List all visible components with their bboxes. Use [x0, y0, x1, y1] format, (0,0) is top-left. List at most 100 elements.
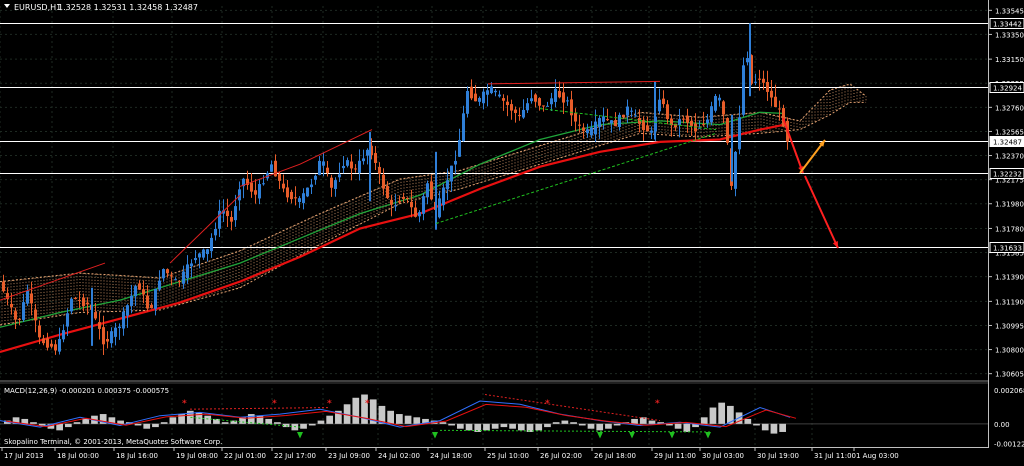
candle-body — [562, 92, 565, 103]
candle-body — [438, 198, 441, 218]
candle-body — [146, 295, 149, 309]
candle-body — [238, 189, 241, 201]
macd-histogram-bar — [99, 414, 107, 424]
candle-body — [346, 160, 349, 166]
macd-histogram-bar — [700, 417, 708, 424]
candle-body — [198, 253, 201, 258]
level-tag-label: 1.32232 — [993, 171, 1022, 179]
macd-histogram-bar — [718, 402, 726, 424]
candle-body — [542, 105, 545, 107]
candle-body — [22, 302, 25, 320]
macd-histogram-bar — [160, 422, 168, 424]
candle-body — [38, 325, 41, 338]
candle-body — [262, 183, 265, 185]
candle-body — [758, 78, 761, 80]
candle-body — [674, 123, 677, 128]
macd-histogram-bar — [73, 422, 81, 424]
candle-body — [74, 298, 77, 300]
candle-body — [578, 124, 581, 126]
macd-histogram-bar — [326, 415, 334, 424]
candle-body — [138, 283, 141, 290]
macd-tick-label: 0.00 — [994, 421, 1010, 429]
macd-histogram-bar — [448, 423, 455, 426]
macd-histogram-bar — [64, 423, 72, 428]
candle-body — [686, 115, 689, 123]
candle-body — [282, 183, 285, 189]
macd-histogram-bar — [596, 423, 604, 431]
trendline — [487, 80, 661, 85]
candle-body — [454, 160, 457, 165]
candle-body — [250, 182, 253, 192]
candle-body — [106, 339, 109, 342]
macd-divergence-line — [439, 429, 711, 433]
macd-histogram-bar — [317, 420, 325, 424]
candle-body — [158, 280, 161, 290]
candle-body — [606, 119, 609, 121]
candle-body — [118, 326, 121, 329]
candle-body — [558, 91, 561, 98]
macd-tick-label: 0.002068 — [994, 387, 1024, 395]
time-tick-label: 31 Jul 11:00 — [814, 452, 856, 460]
candle-body — [630, 110, 633, 112]
price-tick-label: 1.31585 — [995, 250, 1024, 258]
time-tick-label: 25 Jul 10:00 — [487, 452, 529, 460]
candle-body — [242, 178, 245, 187]
candle-body — [86, 302, 89, 305]
candle-body — [762, 78, 765, 83]
price-tick-label: 1.32370 — [995, 153, 1024, 161]
candle-body — [218, 210, 221, 229]
candle-body — [230, 216, 233, 222]
candle-body — [554, 88, 557, 102]
macd-histogram-bar — [483, 423, 490, 431]
candle-body — [202, 249, 205, 258]
candle-body — [526, 103, 529, 111]
candle-body — [58, 339, 61, 352]
candle-body — [418, 212, 421, 217]
price-tick-label: 1.30995 — [995, 322, 1024, 330]
candle-body — [26, 290, 29, 304]
macd-histogram-bar — [744, 418, 752, 424]
candle-body — [602, 116, 605, 122]
price-tick-label: 1.33350 — [995, 31, 1024, 39]
macd-histogram-bar — [30, 422, 37, 424]
candle-body — [738, 117, 741, 150]
chart-menu-triangle-icon[interactable] — [4, 4, 10, 8]
macd-histogram-bar — [761, 423, 769, 431]
candle-body — [750, 55, 753, 84]
candle-body — [682, 118, 685, 120]
macd-histogram-bar — [369, 399, 377, 424]
buy-signal-arrow-icon — [432, 431, 438, 439]
macd-histogram-bar — [605, 423, 612, 429]
candle-body — [430, 181, 433, 200]
macd-histogram-bar — [439, 422, 447, 424]
candle-body — [594, 121, 597, 135]
price-tick-label: 1.32565 — [995, 128, 1024, 136]
candle-body — [470, 86, 473, 99]
candle-body — [366, 149, 369, 156]
candle-body — [622, 114, 625, 118]
candle-body — [486, 90, 489, 95]
macd-histogram-bar — [82, 418, 90, 424]
candle-body — [386, 186, 389, 198]
candle-body — [770, 90, 773, 98]
macd-main-line — [5, 403, 797, 428]
candle-body — [494, 90, 497, 93]
candle-body — [214, 228, 217, 236]
candle-body — [314, 175, 317, 180]
second-down-arrow-head — [832, 241, 838, 248]
macd-histogram-bar — [657, 422, 665, 424]
price-tick-label: 1.30800 — [995, 347, 1024, 355]
candle-body — [190, 263, 193, 267]
macd-histogram-bar — [247, 414, 255, 424]
macd-histogram-bar — [456, 423, 464, 429]
candle-body — [322, 161, 325, 166]
candle-body — [510, 104, 513, 111]
candle-body — [66, 313, 69, 327]
time-tick-label: 26 Jul 02:00 — [540, 452, 582, 460]
macd-histogram-bar — [430, 420, 438, 424]
macd-histogram-bar — [230, 420, 238, 424]
macd-divergence-line — [189, 416, 301, 428]
candle-body — [566, 100, 569, 102]
